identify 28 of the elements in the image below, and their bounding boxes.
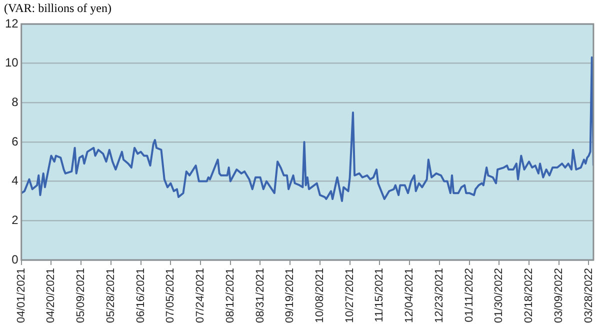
x-tick-label: 04/20/2021 bbox=[45, 268, 58, 324]
x-tick-label: 04/01/2021 bbox=[15, 268, 28, 324]
x-tick-label: 08/31/2021 bbox=[254, 268, 266, 324]
y-tick-label: 2 bbox=[12, 212, 19, 227]
x-tick-label: 01/30/2022 bbox=[493, 268, 506, 324]
x-tick-label: 03/09/2022 bbox=[552, 268, 565, 324]
x-tick-label: 09/19/2021 bbox=[284, 268, 296, 324]
x-tick-label: 01/11/2022 bbox=[463, 268, 476, 322]
y-tick-label: 12 bbox=[4, 16, 19, 30]
y-tick-label: 0 bbox=[12, 252, 19, 266]
x-tick-label: 03/28/2022 bbox=[582, 268, 595, 324]
y-tick-label: 4 bbox=[12, 174, 19, 188]
x-tick-label: 02/18/2022 bbox=[523, 268, 536, 324]
x-tick-label: 10/08/2021 bbox=[314, 268, 326, 324]
x-tick-label: 11/15/2021 bbox=[374, 268, 386, 322]
x-tick-label: 07/05/2021 bbox=[164, 268, 177, 324]
y-axis-title: (VAR: billions of yen) bbox=[4, 1, 112, 16]
y-tick-label: 8 bbox=[12, 94, 19, 109]
x-tick-label: 12/23/2021 bbox=[433, 268, 446, 324]
x-tick-label: 07/24/2021 bbox=[194, 268, 207, 324]
x-tick-label: 05/28/2021 bbox=[104, 268, 117, 324]
y-tick-label: 10 bbox=[4, 56, 19, 70]
x-tick-label: 06/16/2021 bbox=[134, 268, 147, 324]
x-tick-label: 10/27/2021 bbox=[344, 268, 356, 324]
x-tick-label: 05/09/2021 bbox=[75, 268, 88, 324]
y-tick-label: 6 bbox=[12, 134, 19, 148]
x-tick-label: 12/04/2021 bbox=[404, 268, 416, 324]
x-tick-label: 08/12/2021 bbox=[224, 268, 236, 324]
